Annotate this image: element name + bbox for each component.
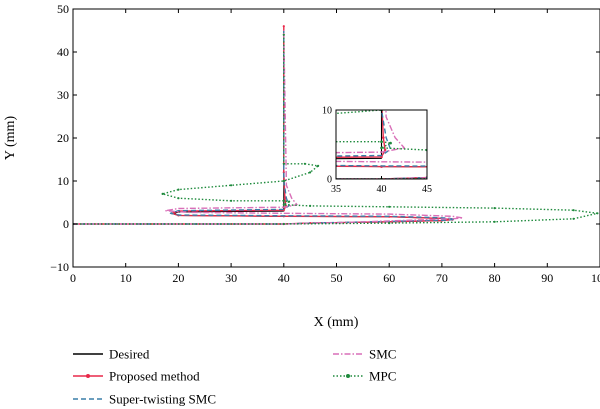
main-series-point-4-13 [230, 199, 233, 202]
inset-x-tick-label-2: 45 [422, 184, 432, 195]
main-series-point-4-6 [572, 209, 575, 212]
main-series-point-4-18 [282, 179, 285, 183]
legend-label-2: Super-twisting SMC [109, 392, 216, 407]
main-series-point-4-20 [317, 164, 320, 167]
legend-label-0: Desired [109, 347, 150, 362]
inset-x-tick-label-0: 35 [331, 184, 341, 195]
inset-series-point-4-16 [198, 123, 201, 126]
main-y-tick-label-1: 0 [63, 217, 69, 231]
main-x-tick-label-6: 60 [383, 271, 395, 285]
inset-series-point-4-15 [171, 129, 174, 132]
inset-series-line-1 [336, 110, 427, 179]
inset-y-tick-label-0: 0 [327, 175, 332, 186]
inset-series-point-4-10 [380, 146, 383, 150]
main-series-point-1-14 [283, 197, 286, 200]
inset-series-point-4-13 [289, 140, 292, 143]
main-x-tick-label-0: 0 [70, 271, 76, 285]
legend-label-1: Proposed method [109, 369, 200, 384]
main-y-tick-label-2: 10 [57, 174, 69, 188]
main-series-point-4-4 [572, 217, 575, 220]
y-axis-label: Y (mm) [3, 116, 18, 161]
inset-x-tick-label-1: 40 [377, 184, 387, 195]
main-series-point-4-21 [303, 162, 306, 165]
main-series-point-4-3 [493, 220, 496, 223]
main-series-point-4-17 [230, 184, 233, 187]
main-series-line-3 [73, 30, 464, 225]
main-series-point-4-10 [282, 203, 285, 206]
legend-label-3: SMC [369, 347, 396, 362]
legend-marker-1 [86, 374, 90, 378]
inset-plot-series [16, 81, 565, 181]
main-series-point-1-16 [282, 25, 285, 28]
inset-series-point-1-11 [198, 157, 201, 160]
main-series-point-4-9 [309, 204, 312, 207]
inset-series-line-4 [336, 110, 427, 179]
main-series-point-4-22 [282, 162, 285, 165]
main-y-tick-label-5: 40 [57, 45, 69, 59]
inset-y-tick-label-1: 10 [322, 106, 332, 117]
main-x-tick-label-8: 80 [489, 271, 501, 285]
main-y-tick-label-6: 50 [57, 2, 69, 16]
inset-plot-axes: 35 40 45 0 10 [322, 106, 432, 196]
main-series-point-4-16 [177, 188, 180, 191]
main-series-point-4-2 [388, 222, 391, 225]
inset-series-line-0 [336, 110, 427, 179]
inset-series-point-1-9 [198, 164, 201, 167]
main-x-tick-label-9: 90 [541, 271, 553, 285]
inset-series-point-1-14 [382, 136, 385, 139]
main-y-tick-label-0: −10 [50, 260, 69, 274]
inset-series-point-4-19 [426, 95, 429, 98]
main-x-tick-label-4: 40 [278, 271, 290, 285]
main-x-tick-label-5: 50 [331, 271, 343, 285]
main-y-tick-label-3: 20 [57, 131, 69, 145]
inset-series-point-1-7 [562, 166, 565, 169]
inset-series-point-1-0 [16, 178, 19, 181]
inset-series-point-4-11 [389, 141, 392, 145]
main-y-tick-label-4: 30 [57, 88, 69, 102]
inset-series-point-4-2 [562, 176, 565, 179]
main-series-point-4-19 [309, 171, 312, 174]
main-series-point-4-5 [596, 212, 599, 215]
main-series-point-4-23 [282, 33, 285, 36]
inset-series-point-4-8 [562, 150, 565, 153]
x-axis-label: X (mm) [314, 315, 359, 330]
main-plot-series [73, 25, 599, 226]
inset-series-point-1-3 [562, 174, 565, 177]
inset-series-line-2 [336, 110, 427, 179]
inset-series-point-4-20 [439, 85, 442, 88]
inset-series-point-1-15 [380, 95, 383, 98]
main-x-tick-label-7: 70 [436, 271, 448, 285]
main-x-tick-label-3: 30 [225, 271, 237, 285]
main-x-tick-label-10: 100 [591, 271, 600, 285]
inset-series-point-4-12 [380, 140, 383, 143]
main-series-point-4-1 [282, 222, 285, 226]
inset-series-point-4-21 [417, 81, 420, 84]
inset-series-point-4-0 [16, 178, 19, 181]
inset-series-point-1-10 [187, 161, 190, 164]
main-series-point-4-14 [177, 197, 180, 200]
main-x-tick-label-2: 20 [172, 271, 184, 285]
inset-series-point-4-17 [289, 116, 292, 119]
main-series-line-4 [73, 34, 599, 225]
legend-marker-4 [346, 374, 350, 378]
legend: Desired Proposed method Super-twisting SMC… [73, 347, 396, 407]
main-series-point-4-15 [161, 192, 164, 195]
main-x-tick-label-1: 10 [120, 271, 132, 285]
main-series-point-4-8 [388, 205, 391, 208]
main-series-point-4-11 [288, 200, 291, 203]
inset-series-line-3 [336, 110, 427, 179]
legend-label-4: MPC [369, 369, 396, 384]
inset-series-point-4-22 [380, 81, 383, 84]
inset-series-point-1-12 [380, 155, 383, 159]
inset-series-point-4-14 [198, 136, 201, 139]
main-series-point-4-7 [493, 207, 496, 210]
main-series-point-4-12 [282, 199, 285, 202]
